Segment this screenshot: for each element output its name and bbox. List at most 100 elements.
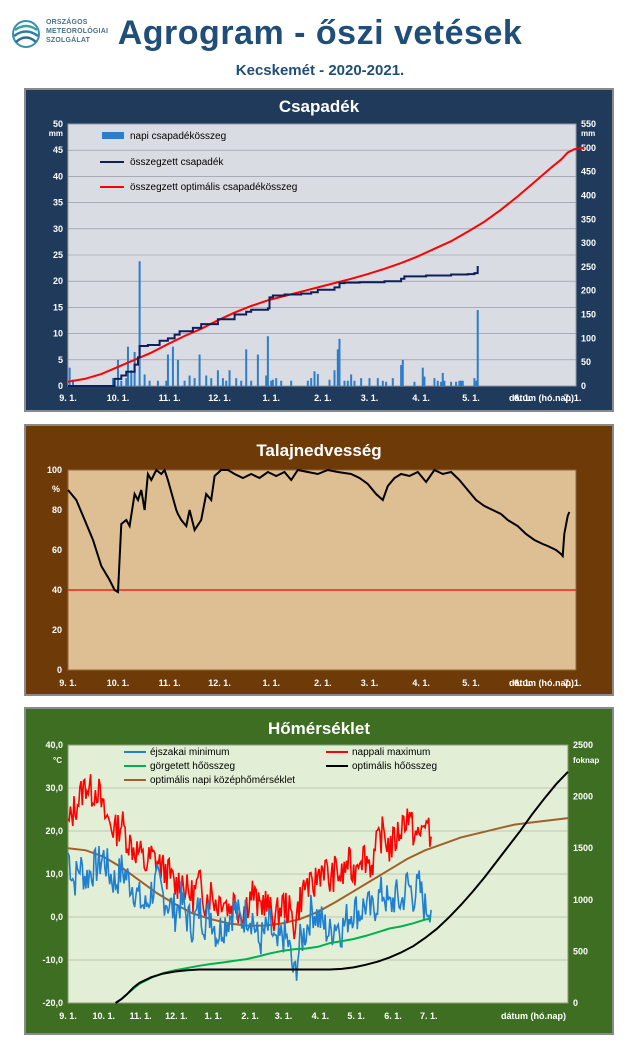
soil-moisture-line <box>67 467 571 594</box>
y-tick-label-right: 1500 <box>573 843 593 853</box>
daily-rain-bar <box>381 380 384 386</box>
y-tick-label-right: 550 <box>581 119 596 129</box>
daily-rain-bar <box>143 374 146 386</box>
x-tick-label: 10. 1. <box>92 1011 115 1021</box>
daily-rain-bar <box>275 378 278 386</box>
legend-label: napi csapadékösszeg <box>130 131 226 142</box>
x-axis-label: dátum (hó.nap) <box>501 1011 566 1021</box>
daily-rain-bar <box>343 380 346 386</box>
y-tick-label-left: 45 <box>53 145 63 155</box>
daily-rain-bar <box>333 370 336 386</box>
x-tick-label: 7. 1. <box>564 678 582 688</box>
daily-rain-bar <box>413 381 416 386</box>
x-tick-label: 6. 1. <box>514 393 532 403</box>
precipitation-chart: Csapadék05101520253035404550050100150200… <box>49 97 596 403</box>
x-tick-label: 5. 1. <box>462 678 480 688</box>
x-tick-label: 5. 1. <box>347 1011 365 1021</box>
daily-rain-bar <box>256 354 259 386</box>
x-axis-label: dátum (hó.nap) <box>509 393 574 403</box>
y-tick-label-left: 10 <box>53 329 63 339</box>
daily-rain-bar <box>193 378 196 386</box>
daily-rain-bar <box>171 346 174 386</box>
x-tick-label: 3. 1. <box>361 678 379 688</box>
y-tick-label-left: 30 <box>53 224 63 234</box>
y-tick-label-right: 450 <box>581 167 596 177</box>
legend-label: optimális hőösszeg <box>352 761 437 772</box>
daily-rain-bar <box>473 378 476 386</box>
daily-rain-bar <box>306 380 309 386</box>
daily-rain-bar <box>225 380 228 386</box>
daily-rain-bar <box>116 359 119 386</box>
daily-rain-bar <box>148 380 151 386</box>
y-tick-label-left: -10,0 <box>42 955 63 965</box>
x-tick-label: 7. 1. <box>420 1011 438 1021</box>
daily-rain-bar <box>391 378 394 386</box>
y-unit-right: mm <box>581 129 595 138</box>
daily-rain-bar <box>346 380 349 386</box>
optimal-heat-sum-line <box>115 771 569 1004</box>
daily-rain-bar <box>68 367 71 386</box>
y-tick-label: 0 <box>57 665 62 675</box>
daily-rain-bar <box>385 381 388 386</box>
y-unit-right: foknap <box>573 756 599 765</box>
daily-rain-bar <box>126 346 129 386</box>
daily-rain-bar <box>125 378 128 386</box>
daily-rain-bar <box>280 380 283 386</box>
daily-rain-bar <box>120 380 123 386</box>
page-header: ORSZÁGOS METEOROLÓGIAI SZOLGÁLAT Agrogra… <box>0 0 640 86</box>
y-tick-label: 40 <box>52 585 62 595</box>
daily-rain-bar <box>270 380 273 386</box>
logo-text: ORSZÁGOS METEOROLÓGIAI SZOLGÁLAT <box>46 18 108 45</box>
daily-rain-bar <box>176 359 179 386</box>
daily-rain-bar <box>310 378 313 386</box>
y-tick-label-left: 40 <box>53 171 63 181</box>
daily-rain-bar <box>245 349 248 386</box>
page-subtitle: Kecskemét - 2020-2021. <box>235 62 405 79</box>
y-tick-label-left: 0 <box>58 381 63 391</box>
daily-rain-bar <box>328 379 331 386</box>
x-tick-label: 1. 1. <box>262 393 280 403</box>
logo-line: ORSZÁGOS <box>46 19 88 26</box>
daily-rain-bar <box>111 378 114 386</box>
daily-rain-bar <box>156 380 159 386</box>
daily-rain-bar <box>228 370 231 386</box>
y-tick-label-left: 25 <box>53 250 63 260</box>
chart-title: Csapadék <box>279 97 360 116</box>
x-tick-label: 2. 1. <box>314 393 332 403</box>
met-service-logo: ORSZÁGOS METEOROLÓGIAI SZOLGÁLAT <box>10 18 120 58</box>
daily-rain-bar <box>316 373 319 386</box>
daily-rain-bar <box>441 372 444 386</box>
temperature-chart: Hőmérséklet -20,0 -10,0 0,0 10,0 20,0 30,0 40,0… <box>42 719 599 1021</box>
daily-rain-bar <box>188 375 191 386</box>
y-tick-label-right: 250 <box>581 262 596 272</box>
logo-line: METEOROLÓGIAI <box>46 28 109 35</box>
y-tick-label: 60 <box>52 545 62 555</box>
daily-rain-bar <box>475 380 478 386</box>
x-tick-label: 3. 1. <box>361 393 379 403</box>
logo-line: SZOLGÁLAT <box>46 37 91 44</box>
legend-label: összegzett optimális csapadékösszeg <box>130 182 297 193</box>
daily-rain-bar <box>353 380 356 386</box>
daily-rain-bar <box>338 338 341 386</box>
x-tick-label: 5. 1. <box>462 393 480 403</box>
x-tick-label: 9. 1. <box>59 393 77 403</box>
y-tick-label-left: 0,0 <box>50 912 63 922</box>
soil-moisture-chart: Talajnedvesség 0 20 40 60 80 100% 9. 1. 10. 1. 11… <box>47 441 582 688</box>
y-tick-label-left: -20,0 <box>42 998 63 1008</box>
daily-rain-bar <box>460 380 463 386</box>
x-tick-label: 1. 1. <box>204 1011 222 1021</box>
daily-rain-bar <box>423 376 426 386</box>
daily-rain-bar <box>376 378 379 386</box>
x-tick-label: 2. 1. <box>314 678 332 688</box>
x-axis-label: dátum (hó.nap) <box>509 678 574 688</box>
y-tick-label-left: 30,0 <box>45 783 63 793</box>
y-tick-label-right: 400 <box>581 190 596 200</box>
x-tick-label: 4. 1. <box>412 393 430 403</box>
daily-max-line <box>67 774 432 940</box>
precipitation-panel: Csapadék 0 5 10 15 20 25 30 35 40 45 50 0 50 100 150 200… <box>24 88 614 412</box>
daily-rain-bar <box>458 380 461 386</box>
legend-label: optimális napi középhőmérséklet <box>150 775 295 786</box>
x-tick-label: 1. 1. <box>262 678 280 688</box>
daily-rain-bar <box>130 370 133 386</box>
daily-rain-bar <box>138 261 141 386</box>
